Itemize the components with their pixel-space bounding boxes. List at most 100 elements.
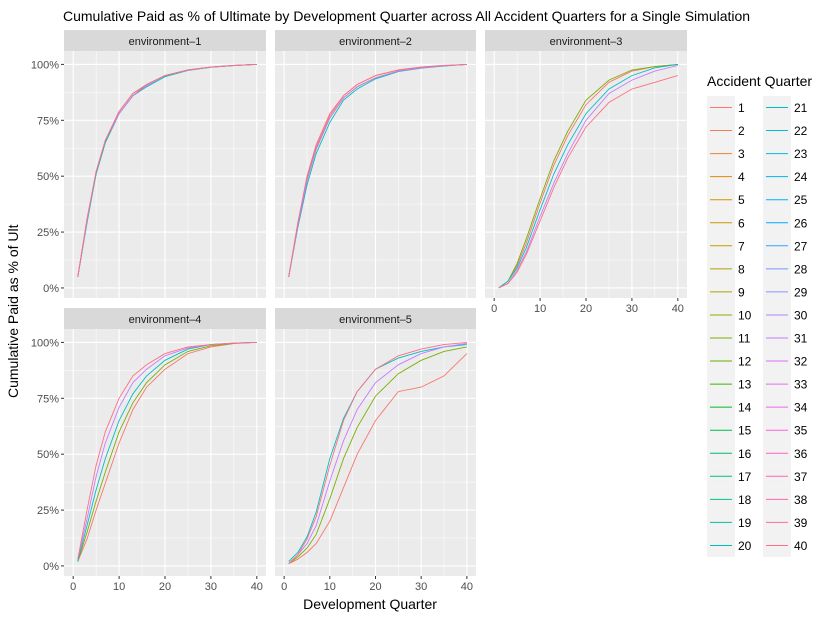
legend-label: 26	[794, 216, 808, 230]
facet-label: environment–1	[129, 36, 202, 48]
series-line-aq-40	[288, 63, 467, 277]
y-tick-label: 75%	[37, 393, 59, 405]
legend-label: 14	[738, 401, 752, 415]
series-line-aq-21	[498, 63, 678, 289]
y-tick-label: 50%	[37, 449, 59, 461]
chart-title: Cumulative Paid as % of Ultimate by Deve…	[63, 8, 751, 24]
facet-strip	[275, 308, 476, 329]
x-tick-label: 0	[491, 303, 497, 315]
y-tick-label: 0%	[43, 561, 59, 573]
facet-panel: environment–3 0 10 20 30 40	[485, 30, 687, 315]
legend-label: 35	[794, 424, 808, 438]
x-tick-label: 30	[415, 581, 427, 593]
x-tick-label: 0	[281, 581, 287, 593]
legend-label: 30	[794, 308, 808, 322]
x-tick-label: 30	[205, 581, 217, 593]
x-tick-label: 20	[159, 581, 171, 593]
series-line-aq-31	[288, 343, 467, 565]
legend: 1234567891011121314151617181920212223242…	[707, 96, 808, 557]
legend-label: 28	[794, 262, 808, 276]
x-tick-label: 20	[580, 303, 592, 315]
y-tick-label: 75%	[37, 115, 59, 127]
facet-strip	[275, 30, 476, 51]
legend-label: 20	[738, 539, 752, 553]
y-tick-label: 50%	[37, 171, 59, 183]
legend-label: 39	[794, 516, 808, 530]
facet-label: environment–4	[129, 314, 202, 326]
facet-strip	[64, 308, 266, 329]
facet-panel: environment–1 0% 25% 50% 75% 100%	[31, 30, 266, 298]
facet-panel: environment–4 0% 25% 50% 75% 100% 0 10 20 30 40	[31, 308, 266, 593]
y-tick-label: 100%	[31, 59, 59, 71]
x-tick-label: 40	[251, 581, 263, 593]
y-tick-label: 25%	[37, 505, 59, 517]
legend-label: 40	[794, 539, 808, 553]
facet-label: environment–2	[339, 36, 412, 48]
legend-label: 34	[794, 401, 808, 415]
legend-label: 29	[794, 285, 808, 299]
facet-panel: environment–5 0 10 20 30 40	[275, 308, 476, 593]
legend-label: 2	[738, 124, 745, 138]
legend-label: 21	[794, 101, 808, 115]
legend-label: 19	[738, 516, 752, 530]
x-tick-label: 10	[534, 303, 546, 315]
facet-label: environment–3	[550, 36, 623, 48]
y-tick-label: 0%	[43, 283, 59, 295]
legend-label: 16	[738, 447, 752, 461]
x-tick-label: 10	[324, 581, 336, 593]
series-line-aq-21	[288, 344, 467, 562]
series-line-aq-1	[288, 353, 468, 565]
legend-label: 10	[738, 308, 752, 322]
series-line-aq-11	[288, 346, 467, 565]
x-axis-label: Development Quarter	[303, 596, 437, 612]
facet-strip	[485, 30, 687, 51]
x-tick-label: 20	[369, 581, 381, 593]
x-tick-label: 30	[626, 303, 638, 315]
series-line-aq-11	[77, 341, 257, 562]
legend-label: 4	[738, 170, 745, 184]
legend-label: 13	[738, 378, 752, 392]
legend-label: 32	[794, 355, 808, 369]
legend-label: 22	[794, 124, 808, 138]
x-tick-label: 40	[672, 303, 684, 315]
series-line-aq-40	[77, 63, 257, 277]
legend-label: 1	[738, 101, 745, 115]
series-line-aq-40	[77, 341, 257, 560]
series-line-aq-31	[498, 65, 678, 289]
series-line-aq-11	[498, 63, 678, 289]
x-tick-label: 40	[461, 581, 473, 593]
legend-label: 25	[794, 193, 808, 207]
legend-label: 37	[794, 470, 808, 484]
facet-panel: environment–2	[275, 30, 476, 298]
legend-label: 8	[738, 262, 745, 276]
series-line-aq-1	[77, 341, 257, 562]
series-line-aq-40	[498, 75, 678, 289]
facet-label: environment–5	[339, 314, 412, 326]
series-line-aq-1	[498, 63, 678, 289]
legend-label: 12	[738, 355, 752, 369]
x-tick-label: 0	[70, 581, 76, 593]
legend-label: 24	[794, 170, 808, 184]
facet-strip	[64, 30, 266, 51]
legend-label: 23	[794, 147, 808, 161]
legend-label: 17	[738, 470, 752, 484]
legend-label: 5	[738, 193, 745, 207]
series-line-aq-31	[288, 63, 467, 277]
legend-label: 15	[738, 424, 752, 438]
legend-label: 9	[738, 285, 745, 299]
legend-label: 18	[738, 493, 752, 507]
legend-label: 3	[738, 147, 745, 161]
legend-label: 11	[738, 332, 751, 346]
series-line-aq-40	[288, 341, 467, 565]
legend-label: 38	[794, 493, 808, 507]
y-axis-label: Cumulative Paid as % of Ult	[5, 224, 21, 398]
y-tick-label: 25%	[37, 227, 59, 239]
legend-label: 33	[794, 378, 808, 392]
legend-label: 7	[738, 239, 745, 253]
legend-label: 27	[794, 239, 808, 253]
legend-label: 6	[738, 216, 745, 230]
legend-title: Accident Quarter	[707, 73, 813, 89]
x-tick-label: 10	[113, 581, 125, 593]
y-tick-label: 100%	[31, 337, 59, 349]
